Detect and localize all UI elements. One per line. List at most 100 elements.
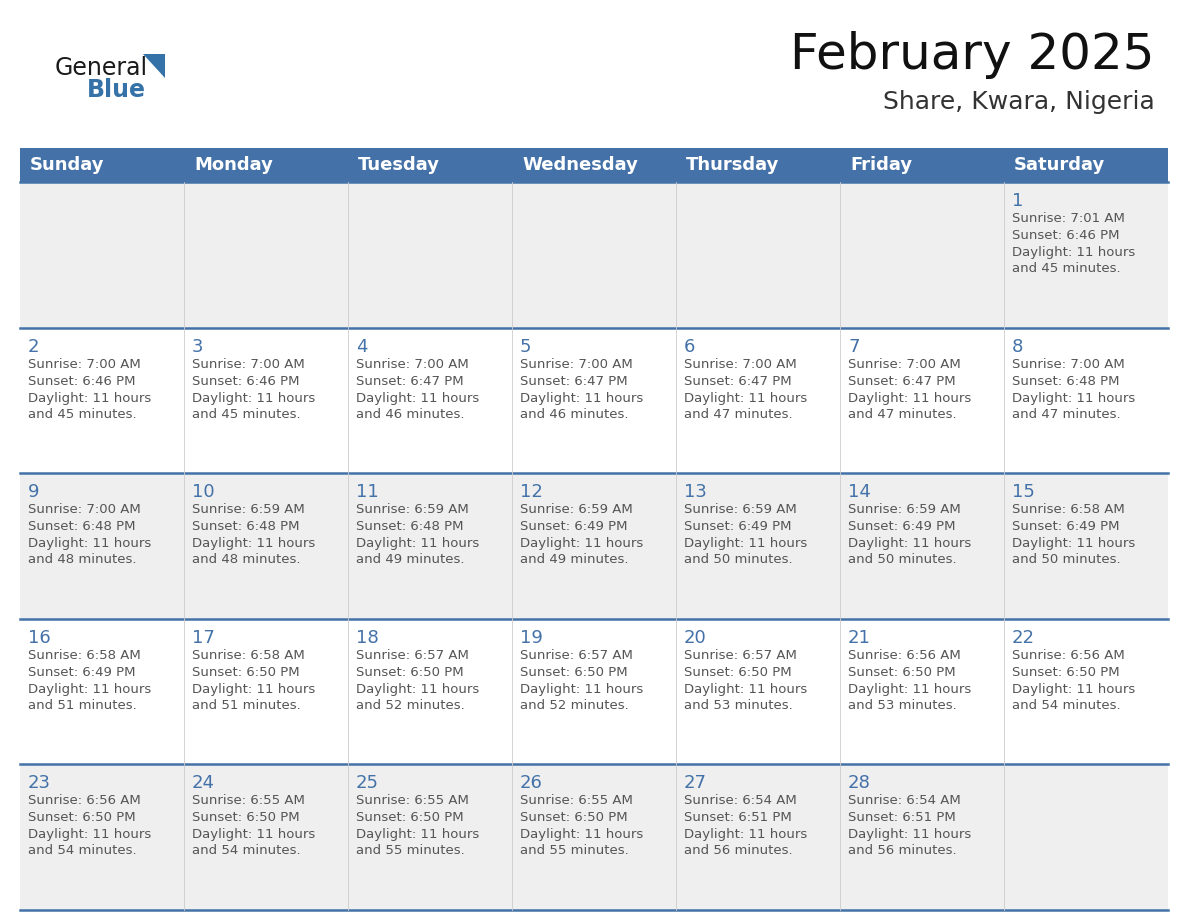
Text: Daylight: 11 hours: Daylight: 11 hours [192, 537, 315, 550]
Text: and 46 minutes.: and 46 minutes. [520, 408, 628, 420]
Text: Sunset: 6:47 PM: Sunset: 6:47 PM [520, 375, 627, 387]
Text: and 48 minutes.: and 48 minutes. [29, 554, 137, 566]
Text: Daylight: 11 hours: Daylight: 11 hours [1012, 537, 1136, 550]
Text: Sunrise: 7:00 AM: Sunrise: 7:00 AM [29, 503, 140, 516]
Text: and 45 minutes.: and 45 minutes. [1012, 262, 1120, 275]
Text: and 47 minutes.: and 47 minutes. [684, 408, 792, 420]
Text: Daylight: 11 hours: Daylight: 11 hours [192, 392, 315, 405]
Text: Sunrise: 7:00 AM: Sunrise: 7:00 AM [848, 358, 961, 371]
Text: Daylight: 11 hours: Daylight: 11 hours [192, 683, 315, 696]
Text: and 45 minutes.: and 45 minutes. [29, 408, 137, 420]
Text: Sunset: 6:48 PM: Sunset: 6:48 PM [29, 521, 135, 533]
Text: Daylight: 11 hours: Daylight: 11 hours [848, 828, 972, 842]
Text: Daylight: 11 hours: Daylight: 11 hours [684, 392, 808, 405]
Text: Sunset: 6:50 PM: Sunset: 6:50 PM [192, 812, 299, 824]
Text: 18: 18 [356, 629, 379, 647]
FancyBboxPatch shape [20, 182, 1168, 328]
Text: Daylight: 11 hours: Daylight: 11 hours [29, 392, 151, 405]
Text: Daylight: 11 hours: Daylight: 11 hours [192, 828, 315, 842]
FancyBboxPatch shape [20, 328, 1168, 473]
Text: Monday: Monday [194, 156, 273, 174]
Text: 9: 9 [29, 483, 39, 501]
Text: Daylight: 11 hours: Daylight: 11 hours [1012, 392, 1136, 405]
Text: Sunrise: 7:00 AM: Sunrise: 7:00 AM [1012, 358, 1125, 371]
Text: Sunrise: 6:59 AM: Sunrise: 6:59 AM [356, 503, 469, 516]
Text: Daylight: 11 hours: Daylight: 11 hours [848, 537, 972, 550]
Text: 21: 21 [848, 629, 871, 647]
Text: Sunset: 6:50 PM: Sunset: 6:50 PM [684, 666, 791, 678]
Text: 28: 28 [848, 775, 871, 792]
Text: 14: 14 [848, 483, 871, 501]
Text: 4: 4 [356, 338, 367, 355]
Text: Sunrise: 6:54 AM: Sunrise: 6:54 AM [684, 794, 797, 808]
Text: Sunset: 6:46 PM: Sunset: 6:46 PM [1012, 229, 1119, 242]
FancyBboxPatch shape [20, 619, 1168, 765]
Text: Sunset: 6:49 PM: Sunset: 6:49 PM [520, 521, 627, 533]
Text: Sunrise: 6:58 AM: Sunrise: 6:58 AM [1012, 503, 1125, 516]
Text: Daylight: 11 hours: Daylight: 11 hours [356, 828, 479, 842]
Text: and 54 minutes.: and 54 minutes. [1012, 699, 1120, 711]
Text: and 51 minutes.: and 51 minutes. [29, 699, 137, 711]
Text: Sunrise: 6:58 AM: Sunrise: 6:58 AM [192, 649, 305, 662]
Text: Sunset: 6:48 PM: Sunset: 6:48 PM [1012, 375, 1119, 387]
Text: 13: 13 [684, 483, 707, 501]
Text: 16: 16 [29, 629, 51, 647]
Text: Daylight: 11 hours: Daylight: 11 hours [356, 683, 479, 696]
Text: 11: 11 [356, 483, 379, 501]
Text: Sunset: 6:47 PM: Sunset: 6:47 PM [848, 375, 955, 387]
Text: Sunrise: 7:00 AM: Sunrise: 7:00 AM [29, 358, 140, 371]
Text: and 46 minutes.: and 46 minutes. [356, 408, 465, 420]
Text: Sunset: 6:51 PM: Sunset: 6:51 PM [684, 812, 791, 824]
Text: and 47 minutes.: and 47 minutes. [848, 408, 956, 420]
Text: Sunset: 6:48 PM: Sunset: 6:48 PM [356, 521, 463, 533]
Text: 27: 27 [684, 775, 707, 792]
Text: Sunrise: 6:59 AM: Sunrise: 6:59 AM [192, 503, 305, 516]
Text: Daylight: 11 hours: Daylight: 11 hours [520, 392, 643, 405]
Text: Daylight: 11 hours: Daylight: 11 hours [1012, 683, 1136, 696]
Text: February 2025: February 2025 [790, 31, 1155, 79]
Text: Sunset: 6:50 PM: Sunset: 6:50 PM [520, 666, 627, 678]
Text: Daylight: 11 hours: Daylight: 11 hours [520, 683, 643, 696]
Text: and 52 minutes.: and 52 minutes. [520, 699, 628, 711]
Text: Sunrise: 6:56 AM: Sunrise: 6:56 AM [1012, 649, 1125, 662]
Text: Sunrise: 7:00 AM: Sunrise: 7:00 AM [192, 358, 305, 371]
Text: and 56 minutes.: and 56 minutes. [684, 845, 792, 857]
Text: Sunset: 6:49 PM: Sunset: 6:49 PM [848, 521, 955, 533]
Text: Sunset: 6:46 PM: Sunset: 6:46 PM [29, 375, 135, 387]
Text: Sunrise: 7:01 AM: Sunrise: 7:01 AM [1012, 212, 1125, 225]
Text: General: General [55, 56, 148, 80]
FancyBboxPatch shape [20, 148, 1168, 182]
Text: 20: 20 [684, 629, 707, 647]
Text: and 47 minutes.: and 47 minutes. [1012, 408, 1120, 420]
Text: and 54 minutes.: and 54 minutes. [29, 845, 137, 857]
Text: 1: 1 [1012, 192, 1023, 210]
Text: Sunrise: 6:56 AM: Sunrise: 6:56 AM [848, 649, 961, 662]
Text: Sunrise: 7:00 AM: Sunrise: 7:00 AM [520, 358, 633, 371]
Text: Sunset: 6:50 PM: Sunset: 6:50 PM [356, 666, 463, 678]
Text: and 49 minutes.: and 49 minutes. [356, 554, 465, 566]
Text: Sunrise: 6:58 AM: Sunrise: 6:58 AM [29, 649, 140, 662]
FancyBboxPatch shape [20, 473, 1168, 619]
Text: Sunset: 6:50 PM: Sunset: 6:50 PM [356, 812, 463, 824]
Text: Daylight: 11 hours: Daylight: 11 hours [29, 828, 151, 842]
Text: Daylight: 11 hours: Daylight: 11 hours [356, 392, 479, 405]
Text: Tuesday: Tuesday [358, 156, 440, 174]
Text: Daylight: 11 hours: Daylight: 11 hours [848, 683, 972, 696]
Text: Sunset: 6:49 PM: Sunset: 6:49 PM [684, 521, 791, 533]
Text: Sunset: 6:50 PM: Sunset: 6:50 PM [520, 812, 627, 824]
Text: Friday: Friday [849, 156, 912, 174]
Text: and 52 minutes.: and 52 minutes. [356, 699, 465, 711]
Text: and 50 minutes.: and 50 minutes. [684, 554, 792, 566]
Text: and 49 minutes.: and 49 minutes. [520, 554, 628, 566]
Text: 22: 22 [1012, 629, 1035, 647]
Text: and 55 minutes.: and 55 minutes. [356, 845, 465, 857]
Text: 3: 3 [192, 338, 203, 355]
Text: Daylight: 11 hours: Daylight: 11 hours [29, 537, 151, 550]
Text: 2: 2 [29, 338, 39, 355]
Text: and 55 minutes.: and 55 minutes. [520, 845, 628, 857]
Text: and 48 minutes.: and 48 minutes. [192, 554, 301, 566]
Text: Daylight: 11 hours: Daylight: 11 hours [520, 537, 643, 550]
Text: Sunrise: 6:55 AM: Sunrise: 6:55 AM [192, 794, 305, 808]
Polygon shape [143, 54, 165, 78]
Text: Share, Kwara, Nigeria: Share, Kwara, Nigeria [883, 90, 1155, 114]
